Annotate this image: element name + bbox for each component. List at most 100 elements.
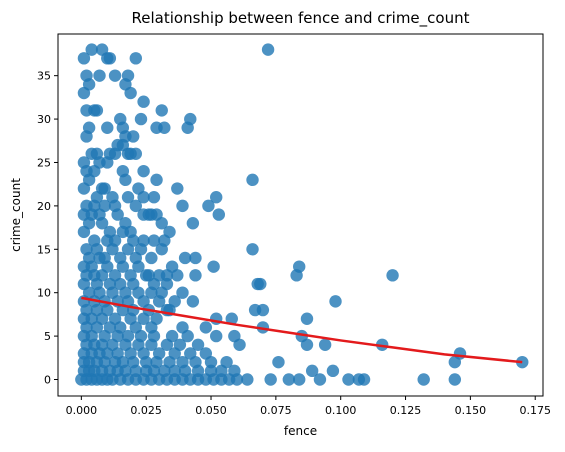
x-tick-label: 0.100 (325, 404, 357, 417)
data-point (261, 43, 275, 56)
data-point (199, 321, 213, 334)
data-point (121, 243, 135, 256)
x-tick-label: 0.075 (260, 404, 292, 417)
data-point (290, 269, 303, 282)
data-point (417, 373, 430, 386)
data-point (132, 260, 145, 273)
data-point (293, 373, 306, 386)
data-point (246, 173, 259, 187)
data-point (178, 251, 192, 265)
data-point (145, 208, 158, 221)
plot-frame (57, 33, 544, 397)
x-axis-label: fence (284, 424, 317, 438)
data-point (186, 295, 200, 308)
data-point (210, 329, 223, 343)
data-point (137, 191, 150, 204)
data-point (90, 104, 104, 117)
data-point (202, 199, 215, 213)
y-tick-label: 30 (37, 113, 51, 126)
data-point (111, 208, 124, 221)
data-point (106, 243, 119, 256)
data-point (264, 373, 277, 386)
data-point (305, 364, 319, 378)
data-point (329, 295, 342, 308)
data-point (181, 121, 194, 134)
data-point (116, 260, 130, 273)
data-point (93, 69, 106, 82)
data-point (256, 321, 270, 334)
y-axis-ticks: 0 5 10 15 20 25 30 35 (37, 70, 58, 387)
data-point (129, 364, 143, 378)
data-point (155, 104, 168, 117)
data-point (176, 286, 189, 299)
data-point (101, 156, 114, 169)
data-point (176, 199, 189, 213)
data-point (204, 355, 218, 369)
data-point (448, 355, 462, 369)
y-tick-label: 5 (44, 330, 51, 343)
data-point (246, 243, 259, 256)
y-tick-label: 35 (37, 70, 51, 83)
data-point (137, 95, 150, 108)
y-tick-label: 20 (37, 200, 51, 213)
data-point (145, 251, 158, 265)
data-point (158, 121, 171, 134)
x-tick-label: 0.000 (66, 404, 98, 417)
data-point (77, 182, 91, 195)
data-point (108, 147, 122, 160)
data-point (155, 217, 168, 230)
data-point (119, 173, 132, 187)
data-point (326, 364, 340, 378)
data-point (171, 182, 184, 195)
data-point (124, 86, 137, 100)
data-point (300, 338, 314, 351)
data-point (77, 52, 91, 65)
data-point (129, 147, 143, 160)
data-point (152, 295, 166, 308)
x-axis-ticks: 0.000 0.025 0.050 0.075 0.100 0.125 0.150 0.175 (66, 396, 551, 417)
x-tick-label: 0.150 (455, 404, 487, 417)
y-tick-label: 15 (37, 243, 51, 256)
data-point (272, 355, 285, 369)
data-point (77, 225, 91, 239)
data-point (77, 86, 91, 100)
data-point (241, 373, 254, 386)
y-tick-label: 25 (37, 156, 51, 169)
x-tick-label: 0.175 (519, 404, 551, 417)
data-point (137, 312, 150, 325)
data-point (254, 277, 267, 291)
regression-line-layer (81, 296, 523, 364)
data-point (230, 373, 244, 386)
data-point (186, 217, 200, 230)
data-point (210, 191, 223, 204)
data-point (318, 338, 332, 351)
data-point (139, 269, 153, 282)
data-point (127, 130, 140, 143)
data-point (357, 373, 371, 386)
data-point (155, 243, 168, 256)
data-point (145, 338, 158, 351)
data-point (212, 208, 226, 221)
data-point (121, 191, 135, 204)
x-tick-label: 0.025 (130, 404, 162, 417)
data-point (150, 173, 163, 187)
fit-line (81, 296, 523, 364)
chart-title: Relationship between fence and crime_cou… (132, 9, 470, 28)
data-point (101, 121, 114, 134)
data-point (342, 373, 355, 386)
data-point (101, 52, 114, 65)
data-point (168, 364, 181, 378)
data-point (108, 69, 122, 82)
data-point (191, 338, 205, 351)
y-tick-label: 0 (44, 374, 51, 387)
data-point (233, 338, 246, 351)
y-tick-label: 10 (37, 287, 51, 300)
data-point (189, 269, 202, 282)
data-point (137, 164, 150, 178)
data-point (225, 312, 238, 325)
data-point (85, 43, 98, 56)
data-point (300, 312, 314, 325)
data-point (448, 373, 462, 386)
